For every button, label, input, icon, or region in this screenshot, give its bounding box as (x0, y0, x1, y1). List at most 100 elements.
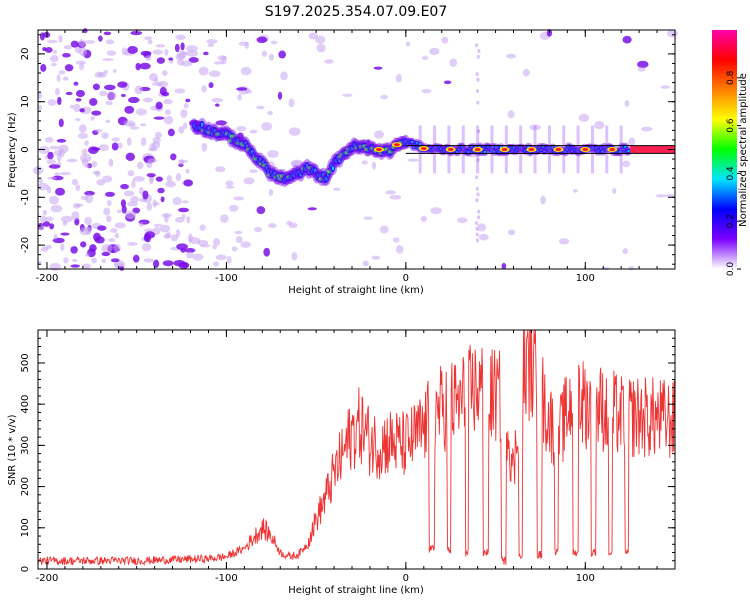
spectrogram-noise-blob (104, 191, 115, 197)
spectrogram-noise-blob (395, 245, 404, 254)
spectrogram-noise-blob (501, 262, 507, 270)
spectrogram-track-blob (470, 145, 474, 149)
spectrogram-noise-blob (143, 97, 153, 103)
spectrogram-noise-blob (103, 84, 116, 91)
spectrogram-noise-blob (51, 62, 57, 67)
spectrogram-noise-blob (49, 195, 59, 205)
spectrogram-noise-blob (507, 110, 515, 119)
spectrogram-noise-blob (291, 252, 298, 261)
spectrogram-noise-blob (93, 232, 101, 242)
snr-xtick-label: -100 (215, 573, 238, 584)
spectrogram-peak-core (555, 147, 562, 152)
spectrogram-noise-blob (624, 100, 630, 107)
spectrogram-noise-blob (101, 132, 109, 140)
spectrogram-noise-blob (103, 31, 112, 36)
spectrogram-track-blob (565, 148, 569, 151)
spectrogram-noise-blob (215, 103, 220, 107)
spectrogram-noise-blob (267, 110, 273, 116)
spectrogram-noise-blob (288, 98, 295, 108)
spectrogram-noise-blob (622, 160, 631, 168)
spectrogram-track-blob (624, 145, 627, 149)
spectrogram-noise-blob (45, 216, 54, 222)
spectrogram-noise-blob (139, 222, 144, 227)
spectrogram-track-blob (483, 150, 486, 154)
spectrogram-peak-core (528, 147, 535, 152)
spectrogram-noise-blob (94, 128, 103, 133)
spectrogram-noise-blob (117, 81, 128, 88)
spectrogram-noise-blob (136, 161, 144, 170)
spectrogram-track-blob (541, 145, 545, 149)
spectrogram-noise-blob (256, 36, 268, 44)
spectrogram-noise-blob (529, 124, 541, 131)
spectrogram-noise-blob (48, 164, 61, 169)
spectrogram-streak (476, 77, 480, 82)
spectrogram-noise-blob (44, 136, 54, 143)
spectrogram-noise-blob (77, 133, 89, 139)
spectrogram-noise-blob (105, 119, 111, 124)
spectrogram-noise-blob (174, 216, 185, 223)
spectrogram-noise-blob (637, 60, 649, 69)
spectrogram-noise-blob (140, 137, 147, 147)
spectrogram-noise-blob (84, 253, 90, 257)
spectrogram-noise-blob (333, 187, 341, 191)
spectrogram-noise-blob (578, 113, 590, 122)
snr-xlabel: Height of straight line (km) (288, 585, 424, 596)
spectrogram-carrier-line (630, 145, 675, 154)
spectrogram-xtick-label: 100 (576, 273, 595, 284)
spectrogram-noise-blob (572, 189, 578, 193)
spectrogram-noise-blob (161, 91, 169, 97)
spectrogram-noise-blob (522, 68, 530, 77)
spectrogram-noise-blob (164, 213, 169, 223)
spectrogram-noise-blob (233, 196, 245, 201)
spectrogram-xtick-label: -200 (36, 273, 59, 284)
spectrogram-noise-blob (75, 184, 81, 192)
spectrogram-noise-blob (166, 174, 173, 182)
spectrogram-noise-blob (127, 170, 135, 177)
spectrogram-noise-blob (132, 175, 145, 182)
spectrogram-noise-blob (558, 238, 570, 245)
spectrogram-noise-blob (54, 87, 60, 96)
spectrogram-xlabel: Height of straight line (km) (288, 285, 424, 296)
spectrogram-noise-blob (267, 150, 279, 158)
spectrogram-noise-blob (130, 195, 140, 203)
spectrogram-noise-blob (151, 141, 161, 149)
spectrogram-noise-blob (42, 209, 47, 216)
spectrogram-noise-blob (56, 138, 67, 143)
spectrogram-noise-blob (277, 91, 283, 100)
spectrogram-noise-blob (153, 78, 159, 84)
spectrogram-noise-blob (443, 80, 452, 85)
spectrogram-noise-blob (164, 109, 171, 116)
spectrogram-noise-blob (421, 89, 432, 94)
spectrogram-noise-blob (238, 41, 249, 46)
spectrogram-noise-blob (151, 82, 164, 86)
spectrogram-noise-blob (139, 187, 144, 195)
spectrogram-noise-blob (361, 160, 368, 165)
spectrogram-noise-blob (256, 206, 266, 215)
spectrogram-noise-blob (71, 178, 79, 186)
spectrogram-ytick-label: 10 (20, 95, 31, 108)
spectrogram-noise-blob (362, 260, 369, 267)
spectrogram-noise-blob (75, 117, 81, 122)
spectrogram-noise-blob (62, 76, 69, 81)
spectrogram-noise-blob (106, 200, 112, 207)
spectrogram-noise-blob (80, 241, 87, 248)
spectrogram-noise-blob (163, 98, 173, 105)
spectrogram-track-blob (493, 150, 496, 153)
spectrogram-sideband (519, 125, 523, 174)
spectrogram-noise-blob (37, 105, 43, 111)
spectrogram-noise-blob (73, 103, 81, 113)
spectrogram-noise-blob (52, 49, 58, 55)
spectrogram-track-blob (536, 149, 540, 152)
spectrogram-noise-blob (540, 195, 546, 205)
spectrogram-track-blob (512, 146, 516, 150)
spectrogram-peak-core (474, 147, 481, 152)
spectrogram-streak (475, 175, 479, 180)
spectrogram-noise-blob (62, 220, 68, 226)
spectrogram-noise-blob (47, 176, 57, 180)
spectrogram-noise-blob (78, 39, 86, 47)
spectrogram-noise-blob (217, 55, 227, 61)
spectrogram-ytick-label: 0 (20, 146, 31, 152)
spectrogram-noise-blob (170, 234, 179, 242)
figure-title: S197.2025.354.07.09.E07 (265, 4, 448, 20)
spectrogram-noise-blob (42, 47, 47, 52)
